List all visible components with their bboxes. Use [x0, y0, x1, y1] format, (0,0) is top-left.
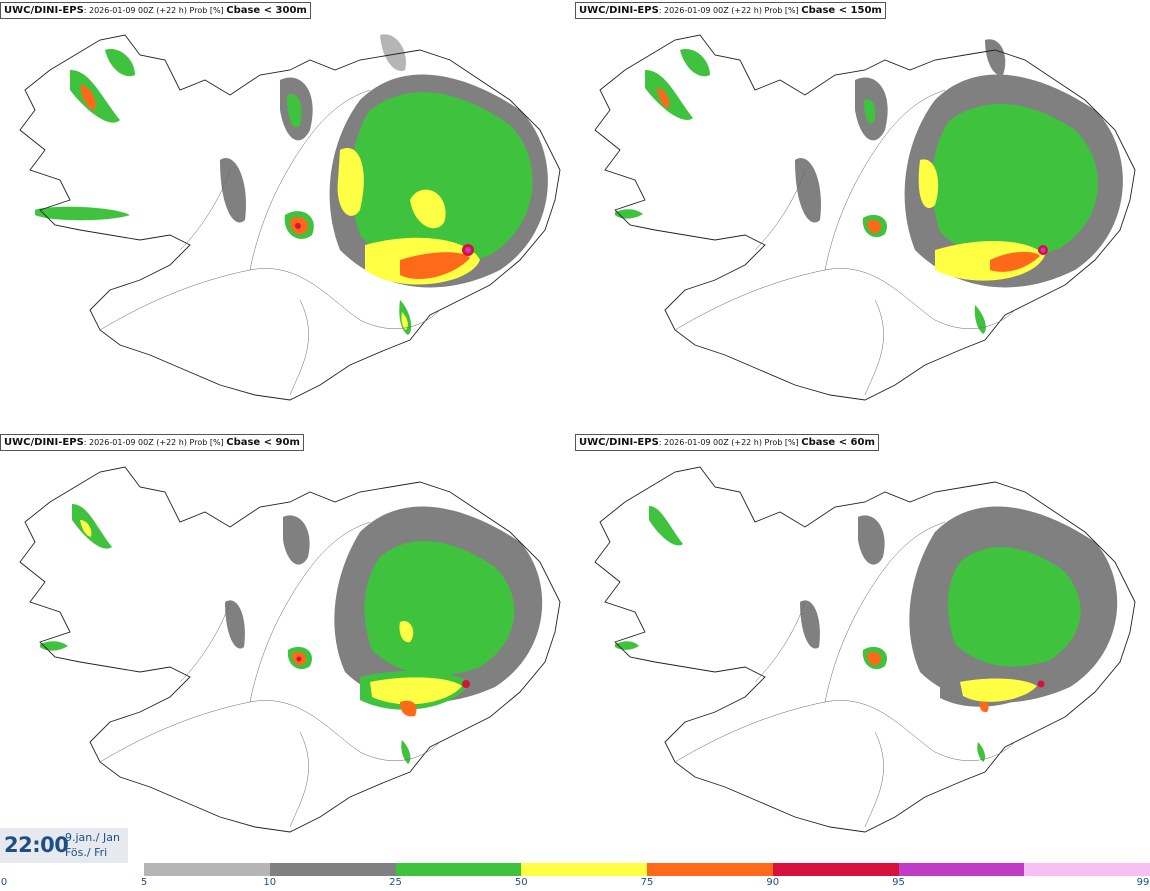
colorbar-tick-label: 99 — [1136, 877, 1150, 888]
valid-time-box: 22:00 9.jan./ Jan Fös./ Fri — [0, 828, 128, 863]
colorbar-tick-label: 50 — [514, 877, 528, 888]
coastline — [594, 466, 1136, 833]
colorbar-segment-95-99 — [898, 863, 1025, 876]
map-panel-cbase-60m: UWC/DINI-EPS: 2026-01-09 00Z (+22 h) Pro… — [575, 432, 1150, 864]
probability-field — [615, 39, 1123, 334]
valid-time-clock: 22:00 — [4, 833, 69, 857]
colorbar-tick-label: 75 — [640, 877, 654, 888]
iceland-map — [19, 466, 561, 833]
colorbar-segment->99 — [1024, 863, 1150, 876]
coastline — [19, 34, 561, 401]
iceland-map — [594, 466, 1136, 833]
road-network — [674, 89, 1016, 396]
colorbar-tick-label: 90 — [766, 877, 780, 888]
probability-field — [615, 506, 1118, 762]
probability-colorbar — [144, 863, 1150, 876]
road-network — [99, 521, 441, 828]
valid-date-line1: 9.jan./ Jan — [65, 831, 120, 844]
panel-title: UWC/DINI-EPS: 2026-01-09 00Z (+22 h) Pro… — [0, 2, 311, 19]
valid-date-line2: Fös./ Fri — [65, 846, 108, 859]
colorbar-segment-10-25 — [269, 863, 396, 876]
probability-field — [35, 34, 548, 335]
colorbar-segment-50-75 — [521, 863, 647, 876]
panel-title: UWC/DINI-EPS: 2026-01-09 00Z (+22 h) Pro… — [0, 434, 304, 451]
coastline — [19, 466, 561, 833]
map-panel-cbase-150m: UWC/DINI-EPS: 2026-01-09 00Z (+22 h) Pro… — [575, 0, 1150, 432]
panel-title: UWC/DINI-EPS: 2026-01-09 00Z (+22 h) Pro… — [575, 434, 879, 451]
panel-title: UWC/DINI-EPS: 2026-01-09 00Z (+22 h) Pro… — [575, 2, 886, 19]
probability-field — [40, 504, 543, 764]
iceland-map — [19, 34, 561, 401]
colorbar-segment-90-95 — [772, 863, 899, 876]
map-panel-cbase-90m: UWC/DINI-EPS: 2026-01-09 00Z (+22 h) Pro… — [0, 432, 575, 864]
colorbar-segment-25-50 — [395, 863, 522, 876]
map-panel-cbase-300m: UWC/DINI-EPS: 2026-01-09 00Z (+22 h) Pro… — [0, 0, 575, 432]
colorbar-tick-label: 5 — [140, 877, 148, 888]
coastline — [594, 34, 1136, 401]
colorbar-segment-5-10 — [144, 863, 270, 876]
colorbar-tick-label: 95 — [892, 877, 905, 888]
road-network — [99, 89, 441, 396]
colorbar-tick-label: 10 — [263, 877, 277, 888]
colorbar-tick-label: 0 — [0, 877, 8, 888]
colorbar-tick-label: 25 — [389, 877, 402, 888]
road-network — [674, 521, 1016, 828]
colorbar-segment-75-90 — [647, 863, 773, 876]
iceland-map — [594, 34, 1136, 401]
